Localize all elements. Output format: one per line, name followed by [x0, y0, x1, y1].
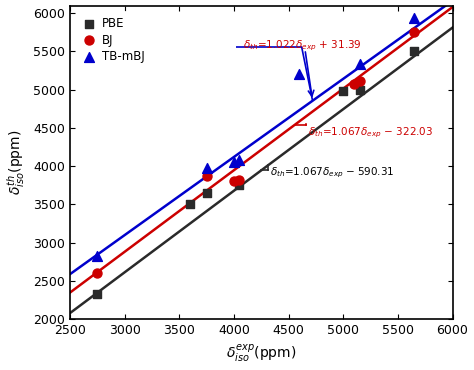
BJ [356, 78, 364, 84]
Text: $\delta_{th}$=1.022$\delta_{exp}$ + 31.39: $\delta_{th}$=1.022$\delta_{exp}$ + 31.3… [243, 38, 361, 53]
PBE [356, 87, 364, 92]
Y-axis label: $\delta_{iso}^{th}$(ppm): $\delta_{iso}^{th}$(ppm) [6, 130, 27, 195]
BJ [230, 178, 237, 184]
TB-mBJ [296, 71, 303, 77]
Text: $\delta_{th}$=1.067$\delta_{exp}$ − 322.03: $\delta_{th}$=1.067$\delta_{exp}$ − 322.… [308, 126, 433, 140]
TB-mBJ [93, 253, 101, 259]
TB-mBJ [410, 15, 418, 21]
TB-mBJ [236, 157, 243, 163]
TB-mBJ [356, 61, 364, 67]
Legend: PBE, BJ, TB-mBJ: PBE, BJ, TB-mBJ [76, 11, 150, 69]
BJ [236, 177, 243, 183]
PBE [203, 190, 210, 196]
X-axis label: $\delta_{iso}^{exp}$(ppm): $\delta_{iso}^{exp}$(ppm) [226, 343, 296, 364]
TB-mBJ [203, 165, 210, 171]
PBE [410, 48, 418, 54]
PBE [93, 291, 101, 297]
BJ [410, 29, 418, 35]
BJ [350, 81, 358, 87]
PBE [236, 182, 243, 188]
Text: $\delta_{th}$=1.067$\delta_{exp}$ − 590.31: $\delta_{th}$=1.067$\delta_{exp}$ − 590.… [270, 165, 394, 180]
PBE [339, 88, 347, 94]
PBE [186, 201, 194, 207]
BJ [203, 173, 210, 179]
BJ [93, 270, 101, 276]
TB-mBJ [230, 159, 237, 165]
